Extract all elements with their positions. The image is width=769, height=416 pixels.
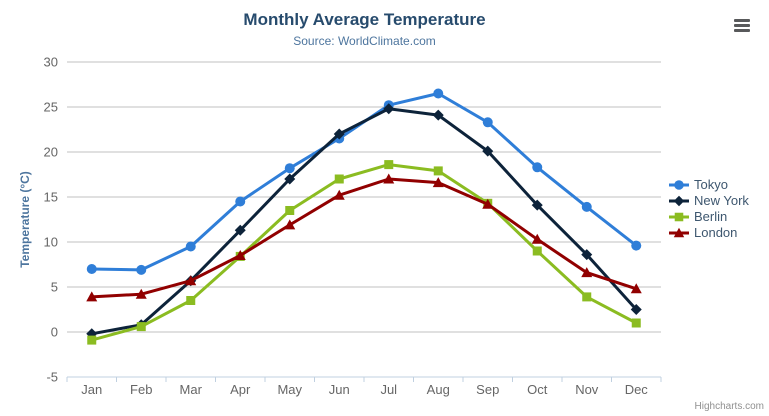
data-point-marker[interactable] (432, 109, 444, 121)
data-point-marker[interactable] (333, 189, 345, 200)
data-point-marker[interactable] (531, 233, 543, 244)
legend-item-tokyo[interactable]: Tokyo (668, 177, 749, 192)
data-point-marker[interactable] (284, 173, 296, 185)
data-point-marker[interactable] (432, 177, 444, 188)
y-axis-tick-label: 30 (44, 55, 58, 70)
data-point-marker[interactable] (630, 304, 642, 315)
legend-item-new-york[interactable]: New York (668, 193, 749, 208)
data-point-marker[interactable] (673, 227, 685, 237)
x-axis-tick-label: Oct (527, 382, 548, 397)
series-line-new-york[interactable] (90, 107, 638, 336)
data-point-marker[interactable] (482, 117, 493, 128)
legend-marker-square-icon (669, 212, 689, 221)
export-menu-button[interactable] (729, 13, 755, 37)
data-point-marker[interactable] (433, 166, 443, 176)
data-point-marker[interactable] (234, 224, 246, 236)
chart-title: Monthly Average Temperature (243, 10, 486, 29)
y-axis-tick-label: 10 (44, 235, 58, 250)
legend-label: Tokyo (694, 177, 728, 192)
x-axis-tick-label: Nov (575, 382, 599, 397)
x-axis-tick-label: Apr (230, 382, 251, 397)
data-point-marker[interactable] (532, 162, 543, 173)
data-point-marker[interactable] (631, 240, 642, 251)
y-axis-tick-label: 15 (44, 190, 58, 205)
data-point-marker[interactable] (185, 275, 197, 286)
highcharts-credit-link[interactable]: Highcharts.com (694, 401, 764, 412)
data-point-marker[interactable] (482, 145, 494, 157)
data-point-marker[interactable] (630, 283, 642, 294)
data-point-marker[interactable] (581, 267, 593, 278)
data-point-marker[interactable] (673, 195, 685, 206)
y-axis-tick-label: 25 (44, 100, 58, 115)
legend-item-berlin[interactable]: Berlin (668, 209, 749, 224)
data-point-marker[interactable] (86, 264, 97, 274)
data-point-marker[interactable] (532, 246, 542, 256)
series-line-london[interactable] (90, 177, 638, 299)
x-axis-tick-label: Jan (81, 382, 102, 397)
data-point-marker[interactable] (235, 196, 246, 207)
data-point-marker[interactable] (582, 292, 592, 302)
legend-marker-circle-icon (669, 179, 689, 190)
x-axis-tick-label: Mar (180, 382, 203, 397)
x-axis-tick-label: Aug (427, 382, 450, 397)
x-axis-tick-label: Jul (380, 382, 397, 397)
data-point-marker[interactable] (383, 103, 395, 115)
data-point-marker[interactable] (285, 206, 295, 215)
data-point-marker[interactable] (334, 174, 344, 184)
data-point-marker[interactable] (433, 88, 444, 99)
x-axis-tick-label: Sep (476, 382, 499, 397)
legend-label: Berlin (694, 209, 728, 224)
data-point-marker[interactable] (581, 249, 593, 261)
data-point-marker[interactable] (674, 179, 684, 190)
y-axis-tick-label: 5 (51, 280, 58, 295)
y-axis-tick-label: -5 (46, 370, 58, 385)
data-point-marker[interactable] (135, 288, 147, 299)
series-line-berlin[interactable] (90, 163, 638, 342)
series-tokyo[interactable] (86, 88, 642, 275)
data-point-marker[interactable] (284, 219, 296, 230)
y-axis-tick-label: 20 (44, 145, 58, 160)
data-point-marker[interactable] (581, 201, 592, 212)
data-point-marker[interactable] (136, 264, 147, 275)
data-point-marker[interactable] (87, 335, 97, 345)
data-point-marker[interactable] (384, 160, 394, 170)
data-point-marker[interactable] (186, 296, 196, 305)
data-point-marker[interactable] (383, 173, 395, 184)
legend-marker-diamond-icon (669, 195, 689, 206)
hamburger-icon (734, 18, 750, 32)
series-new-york[interactable] (86, 103, 642, 340)
data-point-marker[interactable] (333, 128, 345, 140)
legend-item-london[interactable]: London (668, 225, 749, 240)
y-axis-tick-label: 0 (51, 325, 58, 340)
data-point-marker[interactable] (86, 291, 98, 302)
data-point-marker[interactable] (531, 199, 543, 211)
y-axis-title: Temperature (°C) (18, 171, 32, 268)
data-point-marker[interactable] (482, 198, 494, 209)
legend-marker-triangle-icon (669, 227, 689, 237)
x-axis-tick-label: May (277, 382, 302, 397)
x-axis-tick-label: Feb (130, 382, 152, 397)
data-point-marker[interactable] (234, 250, 246, 260)
legend-label: London (694, 225, 738, 240)
data-point-marker[interactable] (631, 318, 641, 328)
data-point-marker[interactable] (136, 322, 146, 332)
series-london[interactable] (86, 173, 642, 302)
x-axis-tick-label: Jun (329, 382, 350, 397)
data-point-marker[interactable] (284, 163, 295, 174)
data-point-marker[interactable] (185, 241, 196, 252)
data-point-marker[interactable] (674, 212, 684, 221)
x-axis-tick-label: Dec (625, 382, 649, 397)
legend: Tokyo New York Berlin London (668, 177, 749, 240)
chart-subtitle: Source: WorldClimate.com (293, 34, 436, 48)
legend-label: New York (694, 193, 749, 208)
